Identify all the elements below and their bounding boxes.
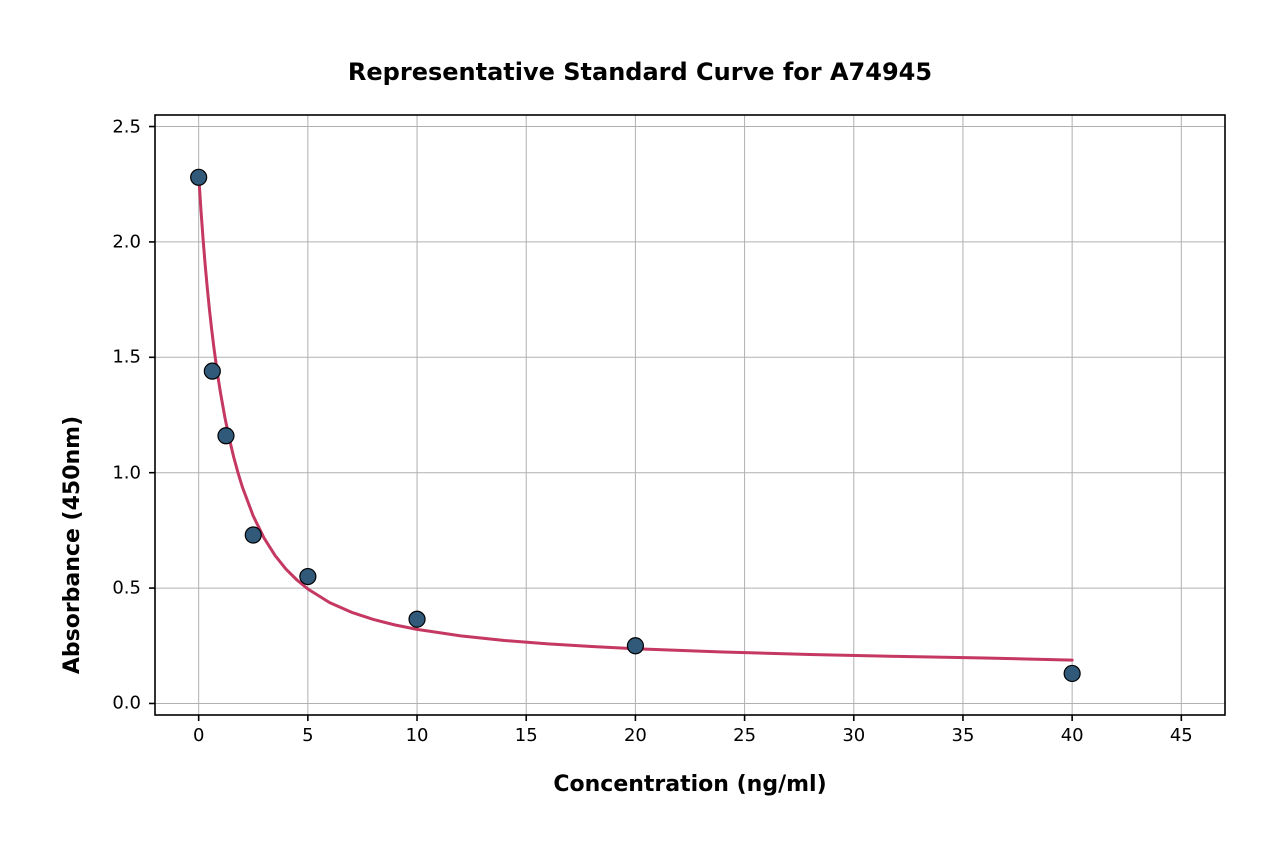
y-tick-label: 0.5 — [112, 578, 141, 599]
x-tick-label: 5 — [302, 725, 313, 746]
y-tick-label: 1.0 — [112, 462, 141, 483]
y-tick-label: 2.0 — [112, 231, 141, 252]
figure: Representative Standard Curve for A74945… — [0, 0, 1280, 845]
x-tick-label: 30 — [842, 725, 865, 746]
x-tick-label: 40 — [1061, 725, 1084, 746]
chart-plot — [155, 115, 1225, 715]
y-tick-label: 1.5 — [112, 347, 141, 368]
x-tick-label: 0 — [193, 725, 204, 746]
y-tick-label: 0.0 — [112, 693, 141, 714]
y-tick-label: 2.5 — [112, 116, 141, 137]
chart-title: Representative Standard Curve for A74945 — [0, 58, 1280, 86]
x-tick-label: 15 — [515, 725, 538, 746]
x-tick-label: 20 — [624, 725, 647, 746]
x-tick-label: 45 — [1170, 725, 1193, 746]
x-axis-label: Concentration (ng/ml) — [553, 772, 826, 797]
x-tick-label: 35 — [952, 725, 975, 746]
y-axis-label: Absorbance (450nm) — [60, 416, 85, 674]
x-tick-label: 10 — [406, 725, 429, 746]
x-tick-label: 25 — [733, 725, 756, 746]
